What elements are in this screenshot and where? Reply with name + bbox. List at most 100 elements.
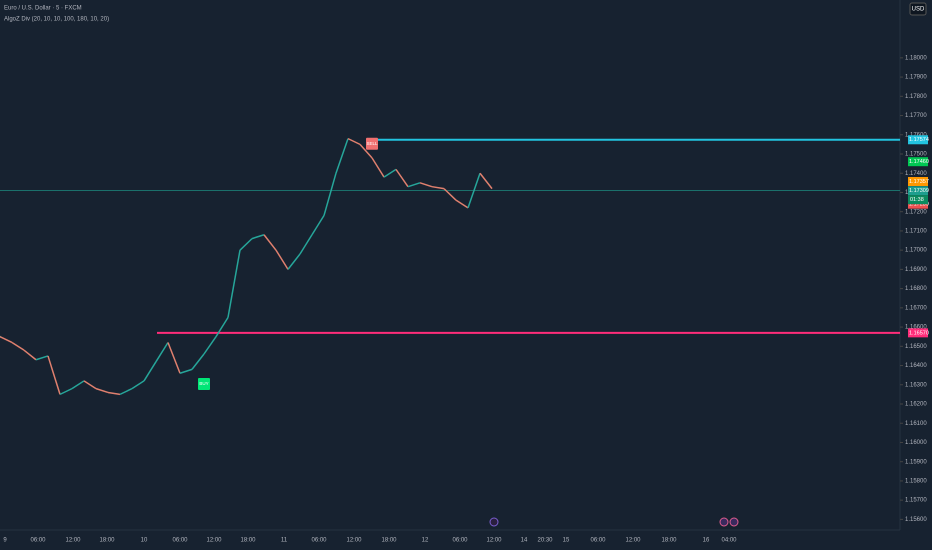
signal-label: SELL — [366, 141, 378, 146]
price-segment — [419, 182, 433, 188]
price-tag-label: 1.17239 — [909, 202, 929, 208]
price-segment — [287, 253, 301, 270]
y-tick-label: 1.16100 — [905, 421, 927, 427]
y-tick-label: 1.16800 — [905, 286, 927, 292]
price-tag — [908, 177, 928, 186]
price-segment — [407, 182, 421, 188]
x-tick-label: 18:00 — [99, 538, 115, 544]
y-tick-label: 1.17100 — [905, 229, 927, 235]
y-tick-label: 1.17400 — [905, 171, 927, 177]
price-tag-label: 1.17574 — [909, 137, 929, 143]
price-segment — [59, 387, 73, 396]
y-tick-label: 1.15700 — [905, 498, 927, 504]
price-tag — [908, 328, 928, 338]
price-segment — [311, 215, 325, 236]
y-tick-label: 1.15800 — [905, 479, 927, 485]
y-tick-label: 1.16200 — [905, 402, 927, 408]
currency-button[interactable] — [909, 2, 927, 16]
price-segment — [191, 353, 205, 370]
price-tag-label: 1.17357 — [909, 179, 929, 185]
price-segment — [83, 380, 97, 390]
price-segment — [467, 172, 481, 209]
price-segment — [431, 185, 445, 190]
countdown-tag — [908, 195, 928, 205]
y-tick-label: 1.16500 — [905, 344, 927, 350]
x-tick-label: 06:00 — [30, 538, 46, 544]
price-segment — [11, 341, 25, 351]
price-segment — [335, 138, 349, 174]
price-segment — [95, 387, 109, 394]
indicator-label: AlgoZ Div (20, 10, 10, 100, 180, 10, 20) — [4, 17, 109, 23]
price-tag-label: 1.17309 — [909, 188, 929, 194]
x-tick-label: 10 — [141, 538, 148, 544]
price-segment — [23, 349, 37, 361]
price-tag-label: 1.16570 — [909, 330, 929, 336]
price-segment — [455, 199, 469, 209]
price-segment — [275, 249, 289, 270]
x-tick-label: 06:00 — [172, 538, 188, 544]
price-segment — [323, 173, 337, 216]
y-tick-label: 1.18000 — [905, 55, 927, 61]
currency-label[interactable]: USD — [912, 7, 925, 13]
x-tick-label: 14 — [521, 538, 528, 544]
price-segment — [203, 336, 217, 355]
x-tick-label: 06:00 — [311, 538, 327, 544]
x-tick-label: 04:00 — [721, 538, 737, 544]
x-tick-label: 06:00 — [590, 538, 606, 544]
price-segment — [251, 234, 265, 240]
x-tick-label: 18:00 — [240, 538, 256, 544]
y-tick-label: 1.17200 — [905, 209, 927, 215]
signal-badge — [366, 137, 378, 150]
y-tick-label: 1.16300 — [905, 382, 927, 388]
price-segment — [215, 317, 229, 338]
y-tick-label: 1.16600 — [905, 325, 927, 331]
price-segment — [107, 391, 121, 396]
y-tick-label: 1.15600 — [905, 517, 927, 523]
y-tick-label: 1.17000 — [905, 248, 927, 254]
price-segment — [299, 234, 313, 255]
symbol-title: Euro / U.S. Dollar · 5 · FXCM — [4, 6, 82, 12]
price-segment — [155, 342, 169, 363]
y-tick-label: 1.17900 — [905, 75, 927, 81]
price-segment — [239, 238, 253, 251]
price-segment — [359, 143, 373, 159]
price-segment — [35, 355, 49, 361]
price-segment — [347, 137, 361, 146]
y-tick-label: 1.17700 — [905, 113, 927, 119]
y-tick-label: 1.16700 — [905, 305, 927, 311]
x-tick-label: 12:00 — [486, 538, 502, 544]
price-segment — [227, 250, 241, 318]
y-tick-label: 1.16400 — [905, 363, 927, 369]
price-tag — [908, 157, 928, 167]
price-segment — [443, 188, 457, 201]
price-segment — [383, 168, 397, 178]
price-tag — [908, 186, 928, 196]
price-segment — [263, 234, 277, 251]
x-tick-label: 18:00 — [661, 538, 677, 544]
event-icon[interactable] — [729, 517, 739, 527]
price-segment — [131, 380, 145, 390]
price-segment — [71, 380, 85, 390]
price-segment — [0, 336, 13, 344]
y-tick-label: 1.17800 — [905, 94, 927, 100]
price-segment — [143, 361, 157, 382]
x-tick-label: 16 — [703, 538, 710, 544]
event-icon[interactable] — [719, 517, 729, 527]
y-tick-label: 1.16900 — [905, 267, 927, 273]
price-tag — [908, 135, 928, 145]
x-tick-label: 12 — [422, 538, 429, 544]
x-tick-label: 12:00 — [346, 538, 362, 544]
x-tick-label: 15 — [563, 538, 570, 544]
x-tick-label: 12:00 — [625, 538, 641, 544]
price-segment — [179, 368, 193, 374]
signal-label: BUY — [199, 381, 208, 386]
price-segment — [395, 168, 409, 188]
x-tick-label: 12:00 — [65, 538, 81, 544]
x-tick-label: 9 — [3, 538, 7, 544]
signal-badge — [198, 378, 210, 390]
price-segment — [47, 355, 61, 395]
y-tick-label: 1.16000 — [905, 440, 927, 446]
event-icon[interactable] — [489, 517, 499, 527]
x-tick-label: 18:00 — [381, 538, 397, 544]
